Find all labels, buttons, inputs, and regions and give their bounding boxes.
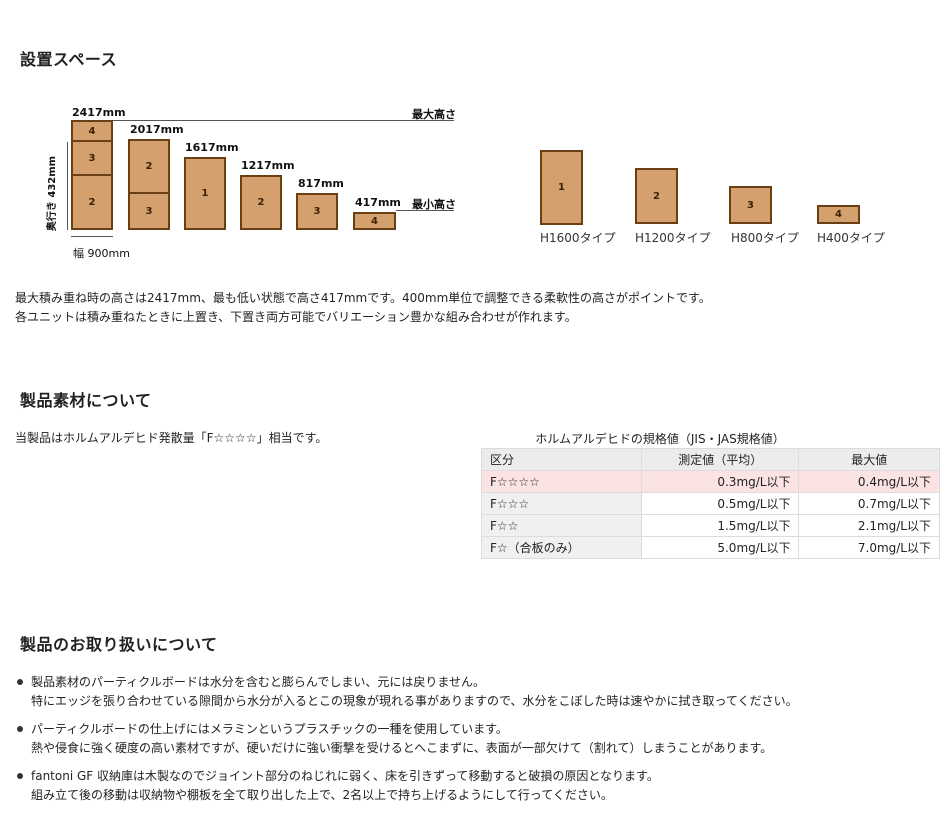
type-label-h400: H400タイプ <box>817 231 885 245</box>
height-label-2017: 2017mm <box>130 123 184 136</box>
unit-box: 2 <box>71 174 113 230</box>
table-row: F☆☆☆☆ 0.3mg/L以下 0.4mg/L以下 <box>481 470 940 493</box>
table-cell: 0.4mg/L以下 <box>798 470 940 493</box>
column-header: 最大値 <box>798 448 940 471</box>
description-line-2: 各ユニットは積み重ねたときに上置き、下置き両方可能でバリエーション豊かな組み合わ… <box>15 310 577 324</box>
table-cell: 1.5mg/L以下 <box>640 514 800 537</box>
table-cell: F☆☆☆☆ <box>481 470 642 493</box>
section-title-materials: 製品素材について <box>20 391 152 410</box>
height-label-417: 417mm <box>355 196 401 209</box>
height-label-817: 817mm <box>298 177 344 190</box>
max-height-label: 最大高さ <box>412 108 456 121</box>
table-cell: F☆（合板のみ） <box>481 536 642 559</box>
table-row: F☆（合板のみ） 5.0mg/L以下 7.0mg/L以下 <box>481 536 940 559</box>
type-label-h800: H800タイプ <box>731 231 799 245</box>
column-header: 区分 <box>481 448 642 471</box>
list-item-line: パーティクルボードの仕上げにはメラミンというプラスチックの一種を使用しています。 <box>31 722 508 736</box>
type-box-h800: 3 <box>729 186 772 224</box>
section-title-handling: 製品のお取り扱いについて <box>20 635 218 654</box>
unit-box: 4 <box>353 212 396 230</box>
width-dimension-line <box>71 236 113 237</box>
unit-box: 3 <box>128 192 170 230</box>
height-label-2417: 2417mm <box>72 106 126 119</box>
min-height-label: 最小高さ <box>412 198 456 211</box>
unit-box: 2 <box>128 139 170 194</box>
table-caption: ホルムアルデヒドの規格値（JIS・JAS規格値） <box>535 432 785 446</box>
materials-intro: 当製品はホルムアルデヒド発散量「F☆☆☆☆」相当です。 <box>15 431 328 445</box>
formaldehyde-table: 区分 測定値（平均） 最大値 F☆☆☆☆ 0.3mg/L以下 0.4mg/L以下… <box>481 448 940 559</box>
height-label-1617: 1617mm <box>185 141 239 154</box>
table-cell: 0.5mg/L以下 <box>640 492 800 515</box>
table-cell: 7.0mg/L以下 <box>798 536 940 559</box>
list-item-line: 製品素材のパーティクルボードは水分を含むと膨らんでしまい、元には戻りません。 <box>31 675 485 689</box>
table-row: F☆☆ 1.5mg/L以下 2.1mg/L以下 <box>481 514 940 537</box>
list-item-line: fantoni GF 収納庫は木製なのでジョイント部分のねじれに弱く、床を引きず… <box>31 769 659 783</box>
table-row: F☆☆☆ 0.5mg/L以下 0.7mg/L以下 <box>481 492 940 515</box>
list-item-line: 組み立て後の移動は収納物や棚板を全て取り出した上で、2名以上で持ち上げるようにし… <box>31 788 613 802</box>
list-item-line: 熱や侵食に強く硬度の高い素材ですが、硬いだけに強い衝撃を受けるとへこまずに、表面… <box>31 741 773 755</box>
max-height-line <box>112 120 454 121</box>
column-header: 測定値（平均） <box>640 448 800 471</box>
unit-box: 1 <box>184 157 226 230</box>
width-label: 幅 900mm <box>73 247 130 260</box>
unit-box: 2 <box>240 175 282 230</box>
table-cell: 0.7mg/L以下 <box>798 492 940 515</box>
unit-box: 3 <box>71 140 113 176</box>
type-label-h1200: H1200タイプ <box>635 231 711 245</box>
list-item-line: 特にエッジを張り合わせている隙間から水分が入るとこの現象が現れる事がありますので… <box>31 694 798 708</box>
min-height-line <box>396 210 454 211</box>
depth-dimension-line <box>67 142 68 230</box>
bullet-icon <box>17 773 23 779</box>
bullet-icon <box>17 726 23 732</box>
table-cell: 2.1mg/L以下 <box>798 514 940 537</box>
table-cell: 0.3mg/L以下 <box>640 470 800 493</box>
table-cell: F☆☆☆ <box>481 492 642 515</box>
table-cell: F☆☆ <box>481 514 642 537</box>
section-title-installation-space: 設置スペース <box>20 50 118 69</box>
type-box-h1200: 2 <box>635 168 678 224</box>
type-box-h1600: 1 <box>540 150 583 225</box>
depth-label: 奥行き 432mm <box>47 155 59 232</box>
table-cell: 5.0mg/L以下 <box>640 536 800 559</box>
unit-box: 4 <box>71 120 113 142</box>
unit-box: 3 <box>296 193 338 230</box>
height-label-1217: 1217mm <box>241 159 295 172</box>
type-label-h1600: H1600タイプ <box>540 231 616 245</box>
table-header-row: 区分 測定値（平均） 最大値 <box>481 448 940 471</box>
bullet-icon <box>17 679 23 685</box>
description-line-1: 最大積み重ね時の高さは2417mm、最も低い状態で高さ417mmです。400mm… <box>15 291 711 305</box>
type-box-h400: 4 <box>817 205 860 224</box>
